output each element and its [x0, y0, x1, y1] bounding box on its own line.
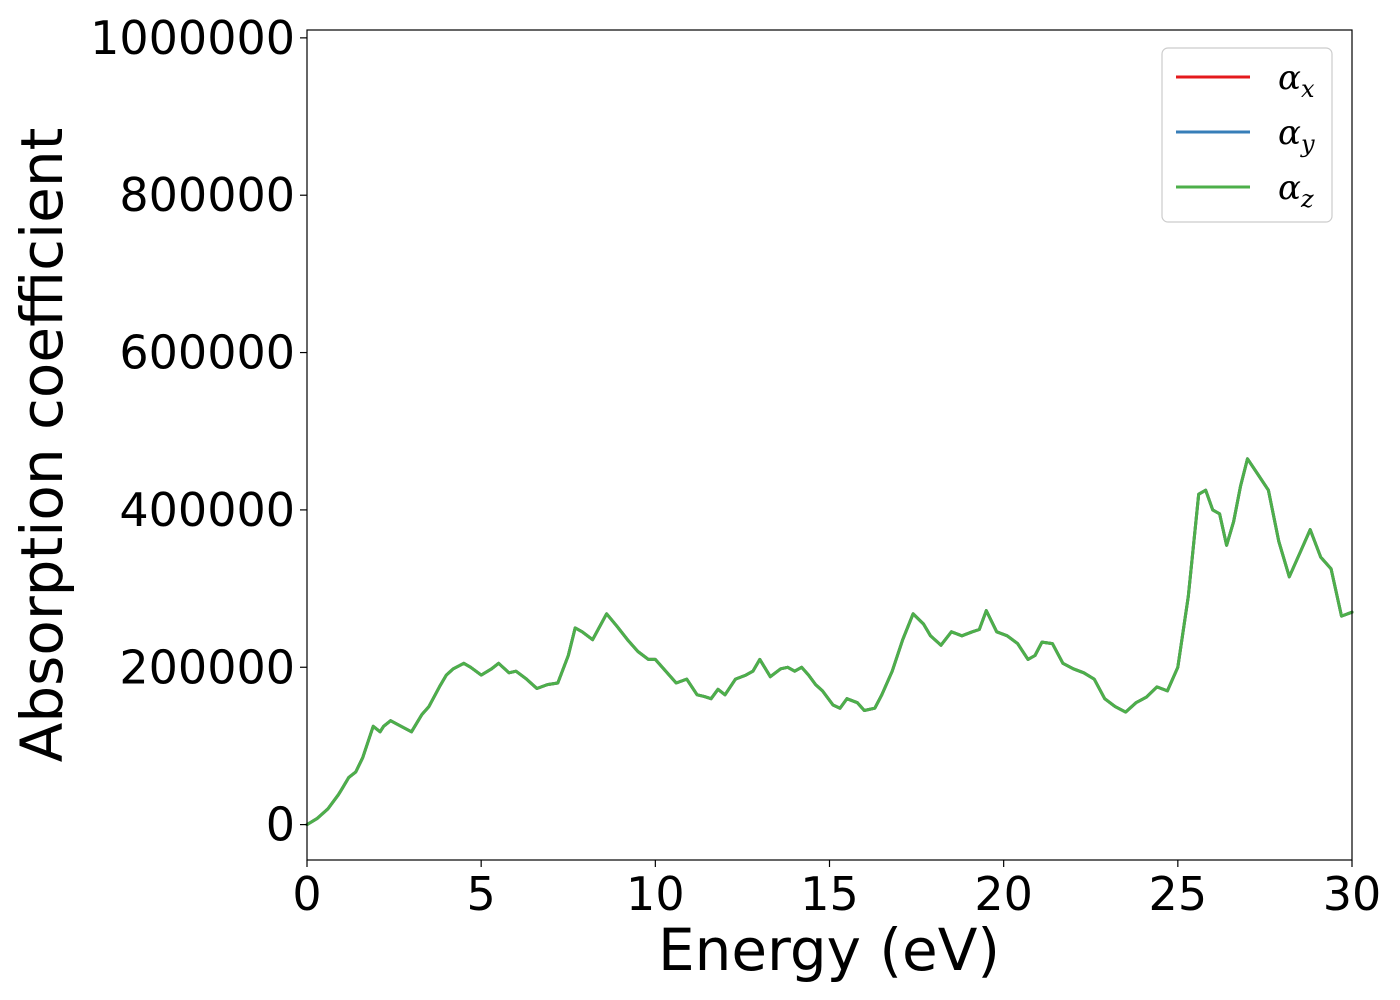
x-tick-label: 20 [974, 867, 1033, 921]
x-tick-label: 10 [626, 867, 685, 921]
x-axis-label: Energy (eV) [658, 916, 1000, 984]
x-axis: 0 5 10 15 20 25 30 [292, 860, 1381, 921]
y-axis-label: Absorption coefficient [8, 128, 76, 763]
series-layer [305, 457, 1354, 827]
legend-label: αx [1278, 58, 1315, 103]
x-tick-label: 15 [800, 867, 859, 921]
y-tick-label: 400000 [119, 483, 295, 537]
y-tick-label: 1000000 [90, 11, 295, 65]
legend: αx αy αz [1161, 47, 1333, 223]
y-tick-label: 0 [266, 798, 295, 852]
y-tick-label: 200000 [119, 640, 295, 694]
legend-label: αy [1278, 113, 1315, 158]
y-tick-label: 600000 [119, 326, 295, 380]
legend-label: αz [1278, 168, 1314, 213]
y-axis: 0 200000 400000 600000 800000 1000000 [90, 11, 307, 852]
legend-box [1161, 47, 1333, 223]
x-tick-label: 0 [292, 867, 321, 921]
x-tick-label: 30 [1323, 867, 1382, 921]
x-tick-label: 25 [1149, 867, 1208, 921]
x-tick-label: 5 [467, 867, 496, 921]
series-line-3 [305, 457, 1354, 827]
y-tick-label: 800000 [119, 168, 295, 222]
